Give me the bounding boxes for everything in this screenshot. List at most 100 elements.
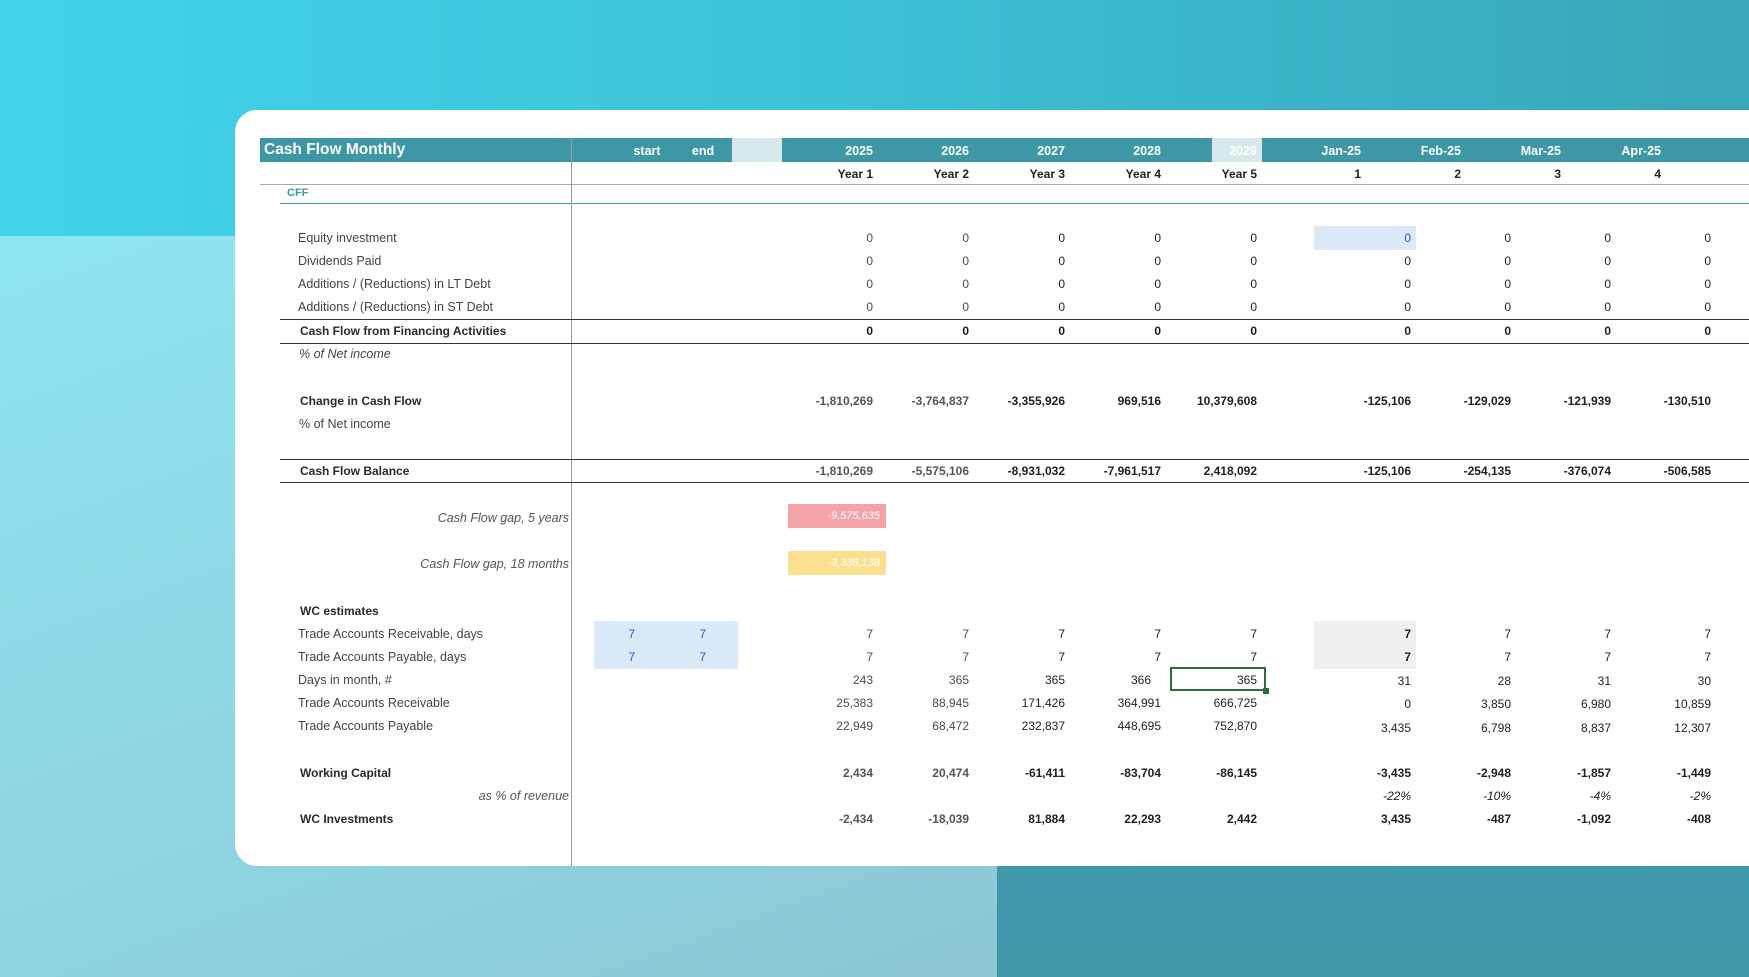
cell-ap-y4[interactable]: 448,695 — [1117, 719, 1161, 733]
cell-ap-y1[interactable]: 22,949 — [836, 719, 873, 733]
cell-dividends-m2[interactable]: 0 — [1504, 254, 1511, 268]
cell-dividends-y2[interactable]: 0 — [962, 254, 969, 268]
cell-ap-m4[interactable]: 12,307 — [1674, 721, 1711, 735]
cell-ar-y4[interactable]: 364,991 — [1117, 696, 1161, 710]
cell-wc-inv-m1[interactable]: 3,435 — [1380, 812, 1411, 826]
cell-cf-balance-y4[interactable]: -7,961,517 — [1103, 464, 1161, 478]
cell-st-debt-y3[interactable]: 0 — [1058, 300, 1065, 314]
cell-wc-inv-m2[interactable]: -487 — [1486, 812, 1511, 826]
cell-change-cf-m4[interactable]: -130,510 — [1663, 394, 1711, 408]
year-label-4[interactable]: Year 4 — [1125, 167, 1161, 181]
cell-ar-days-m3[interactable]: 7 — [1604, 627, 1611, 641]
cell-days-month-y1[interactable]: 243 — [852, 673, 873, 687]
cell-lt-debt-m2[interactable]: 0 — [1504, 277, 1511, 291]
cell-ap-days-end[interactable]: 7 — [699, 650, 706, 664]
cell-cff-m4[interactable]: 0 — [1704, 324, 1711, 338]
cell-dividends-m3[interactable]: 0 — [1604, 254, 1611, 268]
selected-cell-border[interactable] — [1170, 667, 1266, 691]
cell-wc-pct-rev-m3[interactable]: -4% — [1589, 789, 1611, 803]
cell-change-cf-y2[interactable]: -3,764,837 — [911, 394, 969, 408]
cell-wc-inv-y2[interactable]: -18,039 — [928, 812, 969, 826]
year-label-3[interactable]: Year 3 — [1029, 167, 1065, 181]
cell-wc-pct-rev-m1[interactable]: -22% — [1382, 789, 1411, 803]
cell-ap-y3[interactable]: 232,837 — [1021, 719, 1065, 733]
cell-cff-y3[interactable]: 0 — [1058, 324, 1065, 338]
year-label-2[interactable]: Year 2 — [933, 167, 969, 181]
cell-ar-m3[interactable]: 6,980 — [1580, 697, 1611, 711]
cell-change-cf-m3[interactable]: -121,939 — [1563, 394, 1611, 408]
header-year-2028[interactable]: 2028 — [1133, 144, 1161, 158]
cell-ap-y5[interactable]: 752,870 — [1213, 719, 1257, 733]
header-month-feb[interactable]: Feb-25 — [1420, 144, 1461, 158]
cell-lt-debt-y2[interactable]: 0 — [962, 277, 969, 291]
header-end[interactable]: end — [691, 144, 715, 158]
cell-wc-pct-rev-m2[interactable]: -10% — [1482, 789, 1511, 803]
fill-handle[interactable] — [1263, 688, 1269, 694]
cell-cff-y1[interactable]: 0 — [866, 324, 873, 338]
cell-wc-y5[interactable]: -86,145 — [1216, 766, 1257, 780]
cell-change-cf-m2[interactable]: -129,029 — [1463, 394, 1511, 408]
cell-wc-m2[interactable]: -2,948 — [1476, 766, 1511, 780]
cell-cf-balance-m2[interactable]: -254,135 — [1463, 464, 1511, 478]
header-year-2025[interactable]: 2025 — [845, 144, 873, 158]
cell-wc-y4[interactable]: -83,704 — [1120, 766, 1161, 780]
cell-ar-days-y4[interactable]: 7 — [1154, 627, 1161, 641]
cell-wc-pct-rev-m4[interactable]: -2% — [1689, 789, 1711, 803]
cell-wc-inv-y1[interactable]: -2,434 — [838, 812, 873, 826]
cell-wc-m4[interactable]: -1,449 — [1676, 766, 1711, 780]
cell-ar-days-m2[interactable]: 7 — [1504, 627, 1511, 641]
year-label-1[interactable]: Year 1 — [837, 167, 873, 181]
month-number-1[interactable]: 1 — [1354, 167, 1361, 181]
cell-change-cf-m1[interactable]: -125,106 — [1363, 394, 1411, 408]
cell-ar-days-y2[interactable]: 7 — [962, 627, 969, 641]
year-label-5[interactable]: Year 5 — [1221, 167, 1257, 181]
cell-ap-m1[interactable]: 3,435 — [1380, 721, 1411, 735]
cell-ap-days-y2[interactable]: 7 — [962, 650, 969, 664]
cell-cf-balance-m4[interactable]: -506,585 — [1663, 464, 1711, 478]
cell-equity-m2[interactable]: 0 — [1504, 231, 1511, 245]
cell-ar-days-end[interactable]: 7 — [699, 627, 706, 641]
cell-dividends-y1[interactable]: 0 — [866, 254, 873, 268]
cell-st-debt-m2[interactable]: 0 — [1504, 300, 1511, 314]
cell-equity-y2[interactable]: 0 — [962, 231, 969, 245]
cell-ap-days-m3[interactable]: 7 — [1604, 650, 1611, 664]
cell-wc-inv-m4[interactable]: -408 — [1686, 812, 1711, 826]
cell-wc-inv-y4[interactable]: 22,293 — [1124, 812, 1161, 826]
cell-ar-days-y5[interactable]: 7 — [1250, 627, 1257, 641]
cell-ap-days-y1[interactable]: 7 — [866, 650, 873, 664]
month-number-3[interactable]: 3 — [1554, 167, 1561, 181]
cell-cf-balance-y5[interactable]: 2,418,092 — [1203, 464, 1257, 478]
month-number-4[interactable]: 4 — [1654, 167, 1661, 181]
cell-days-month-y5[interactable]: 365 — [1236, 673, 1257, 687]
cell-cff-y2[interactable]: 0 — [962, 324, 969, 338]
cell-ap-days-m2[interactable]: 7 — [1504, 650, 1511, 664]
cell-equity-m3[interactable]: 0 — [1604, 231, 1611, 245]
cell-change-cf-y5[interactable]: 10,379,608 — [1196, 394, 1257, 408]
cell-days-month-m2[interactable]: 28 — [1497, 674, 1511, 688]
cell-cf-balance-y1[interactable]: -1,810,269 — [815, 464, 873, 478]
cell-st-debt-y5[interactable]: 0 — [1250, 300, 1257, 314]
cell-lt-debt-y4[interactable]: 0 — [1154, 277, 1161, 291]
header-year-2027[interactable]: 2027 — [1037, 144, 1065, 158]
cell-dividends-y5[interactable]: 0 — [1250, 254, 1257, 268]
cell-cf-balance-y3[interactable]: -8,931,032 — [1007, 464, 1065, 478]
cell-wc-inv-y3[interactable]: 81,884 — [1028, 812, 1065, 826]
cell-ap-days-y3[interactable]: 7 — [1058, 650, 1065, 664]
month-number-2[interactable]: 2 — [1454, 167, 1461, 181]
cell-lt-debt-m3[interactable]: 0 — [1604, 277, 1611, 291]
cell-ap-m2[interactable]: 6,798 — [1480, 721, 1511, 735]
header-start[interactable]: start — [633, 144, 661, 158]
cell-ar-days-m1[interactable]: 7 — [1404, 627, 1411, 641]
header-month-apr[interactable]: Apr-25 — [1621, 144, 1661, 158]
cell-cf-balance-y2[interactable]: -5,575,106 — [911, 464, 969, 478]
cell-days-month-y3[interactable]: 365 — [1044, 673, 1065, 687]
cell-days-month-y2[interactable]: 365 — [948, 673, 969, 687]
cell-ar-y1[interactable]: 25,383 — [836, 696, 873, 710]
cell-lt-debt-m4[interactable]: 0 — [1704, 277, 1711, 291]
cell-equity-m4[interactable]: 0 — [1704, 231, 1711, 245]
cell-wc-m3[interactable]: -1,857 — [1576, 766, 1611, 780]
cell-st-debt-m1[interactable]: 0 — [1404, 300, 1411, 314]
header-month-mar[interactable]: Mar-25 — [1520, 144, 1561, 158]
cell-dividends-m1[interactable]: 0 — [1404, 254, 1411, 268]
gap-18m-cell[interactable] — [788, 551, 886, 575]
